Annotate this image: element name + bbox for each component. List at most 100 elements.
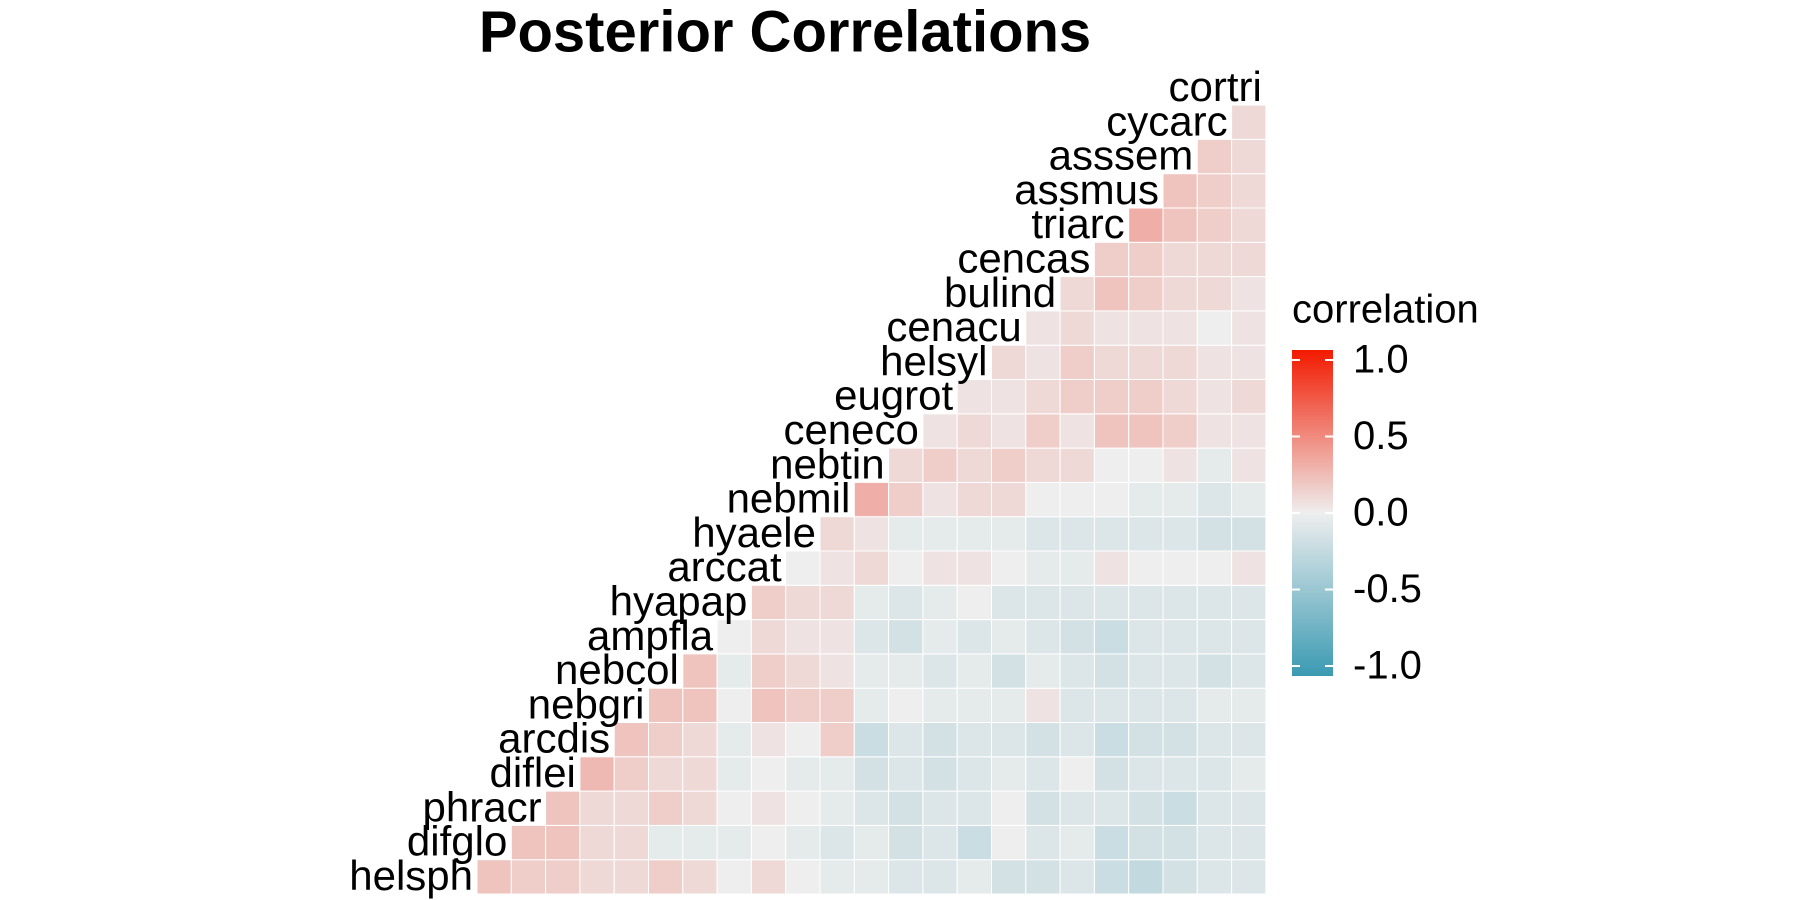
heatmap-cell [956, 379, 993, 415]
heatmap-cell [648, 790, 684, 826]
heatmap-cell [1128, 619, 1164, 655]
heatmap-cell [1162, 584, 1198, 621]
heatmap-cell [613, 859, 650, 895]
legend-tick-label: -1.0 [1353, 644, 1422, 688]
heatmap-cell [1025, 756, 1061, 792]
heatmap-cell [1231, 584, 1267, 621]
variable-label: eugrot [834, 372, 953, 419]
heatmap-cell [1059, 824, 1095, 861]
heatmap-cell [956, 653, 993, 689]
heatmap-cell [1162, 824, 1198, 861]
heatmap-cell [819, 859, 855, 895]
heatmap-cell [922, 653, 958, 689]
heatmap-cell [545, 824, 581, 861]
heatmap-cell [1128, 344, 1164, 381]
heatmap-cell [1196, 687, 1233, 724]
heatmap-cell [1128, 241, 1164, 278]
heatmap-cell [1162, 859, 1198, 895]
heatmap-cell [1196, 310, 1233, 346]
heatmap-cell [579, 859, 615, 895]
heatmap-cell [1093, 859, 1130, 895]
variable-label: helsyl [880, 337, 987, 384]
heatmap-cell [956, 550, 993, 586]
heatmap-cell [1059, 859, 1095, 895]
heatmap-cell [785, 824, 821, 861]
heatmap-cell [1059, 756, 1095, 792]
heatmap-cell [1231, 241, 1267, 278]
heatmap-cell [1231, 653, 1267, 689]
heatmap-cell [819, 790, 855, 826]
heatmap-cell [1231, 173, 1267, 209]
heatmap-cell [1059, 481, 1095, 518]
heatmap-cell [1196, 413, 1233, 449]
heatmap-cell [682, 790, 718, 826]
heatmap-cell [819, 516, 855, 552]
heatmap-cell [785, 756, 821, 792]
heatmap-cell [1128, 550, 1164, 586]
heatmap-cell [648, 824, 684, 861]
heatmap-cell [1059, 584, 1095, 621]
heatmap-cell [648, 687, 684, 724]
variable-label: diflei [490, 749, 576, 796]
heatmap-cell [750, 756, 787, 792]
heatmap-cell [1196, 481, 1233, 518]
heatmap-cell [1025, 687, 1061, 724]
heatmap-cell [716, 859, 752, 895]
heatmap-cell [853, 687, 890, 724]
heatmap-cell [1162, 516, 1198, 552]
heatmap-cell [991, 687, 1027, 724]
heatmap-cell [888, 619, 924, 655]
heatmap-cell [991, 756, 1027, 792]
heatmap-cell [1231, 722, 1267, 758]
heatmap-cell [1025, 859, 1061, 895]
heatmap-cell [991, 584, 1027, 621]
heatmap-cell [1231, 413, 1267, 449]
heatmap-cell [956, 447, 993, 483]
heatmap-cell [1093, 379, 1130, 415]
heatmap-cell [819, 824, 855, 861]
heatmap-cell [613, 824, 650, 861]
heatmap-cell [682, 653, 718, 689]
heatmap-cell [956, 756, 993, 792]
heatmap-cell [1025, 722, 1061, 758]
heatmap-cell [991, 790, 1027, 826]
heatmap-cell [922, 824, 958, 861]
heatmap-cell [1196, 516, 1233, 552]
heatmap-cell [991, 344, 1027, 381]
heatmap-cell [1093, 687, 1130, 724]
heatmap-cell [922, 859, 958, 895]
heatmap-cell [682, 756, 718, 792]
heatmap-cell [1128, 413, 1164, 449]
heatmap-cell [716, 756, 752, 792]
heatmap-cell [922, 447, 958, 483]
heatmap-cell [1025, 653, 1061, 689]
heatmap-cell [1025, 310, 1061, 346]
heatmap-cell [1196, 619, 1233, 655]
variable-label: phracr [423, 783, 542, 830]
heatmap-cell [750, 722, 787, 758]
heatmap-cell [991, 447, 1027, 483]
heatmap-cell [1162, 310, 1198, 346]
heatmap-cell [819, 722, 855, 758]
heatmap-cell [682, 859, 718, 895]
heatmap-cell [853, 481, 890, 518]
heatmap-cell [1128, 824, 1164, 861]
heatmap-cell [785, 619, 821, 655]
heatmap-cell [613, 756, 650, 792]
heatmap-cell [1128, 379, 1164, 415]
heatmap-cell [716, 619, 752, 655]
heatmap-cell [1231, 447, 1267, 483]
heatmap-cell [785, 584, 821, 621]
heatmap-cell [1128, 584, 1164, 621]
variable-label: arcdis [498, 715, 610, 762]
heatmap-cell [1025, 516, 1061, 552]
variable-label: bulind [944, 269, 1056, 316]
legend-tick-label: 1.0 [1353, 338, 1409, 382]
heatmap-cell [1059, 413, 1095, 449]
heatmap-cell [853, 722, 890, 758]
heatmap-cell [1025, 824, 1061, 861]
heatmap-cell [648, 859, 684, 895]
heatmap-cell [1196, 756, 1233, 792]
heatmap-cell [1093, 481, 1130, 518]
heatmap-cell [1162, 481, 1198, 518]
